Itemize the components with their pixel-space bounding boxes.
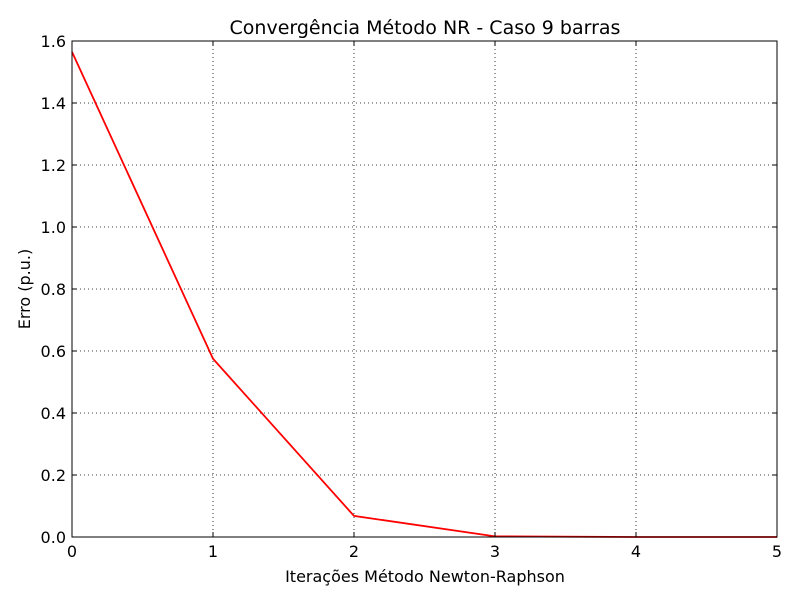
grid [72,41,777,537]
y-tick-label: 1.2 [41,156,66,175]
y-tick-label: 0.2 [41,466,66,485]
x-tick-label: 1 [208,542,218,561]
y-tick-label: 0.4 [41,404,66,423]
y-tick-label: 1.0 [41,218,66,237]
y-tick-label: 1.6 [41,32,66,51]
y-tick-label: 1.4 [41,94,66,113]
x-tick-label: 3 [490,542,500,561]
y-tick-label: 0.6 [41,342,66,361]
x-tick-label: 4 [631,542,641,561]
y-axis-label: Erro (p.u.) [15,249,34,329]
y-tick-label: 0.8 [41,280,66,299]
x-tick-label: 2 [349,542,359,561]
x-tick-label: 5 [772,542,782,561]
x-axis-label: Iterações Método Newton-Raphson [285,567,565,586]
y-tick-label: 0.0 [41,528,66,547]
ticks [71,40,778,538]
chart-title: Convergência Método NR - Caso 9 barras [230,17,621,39]
x-tick-label: 0 [67,542,77,561]
tick-labels: 0 1 2 3 4 5 0.0 0.2 0.4 0.6 0.8 1.0 1.2 1.4 1.6 [41,32,783,561]
